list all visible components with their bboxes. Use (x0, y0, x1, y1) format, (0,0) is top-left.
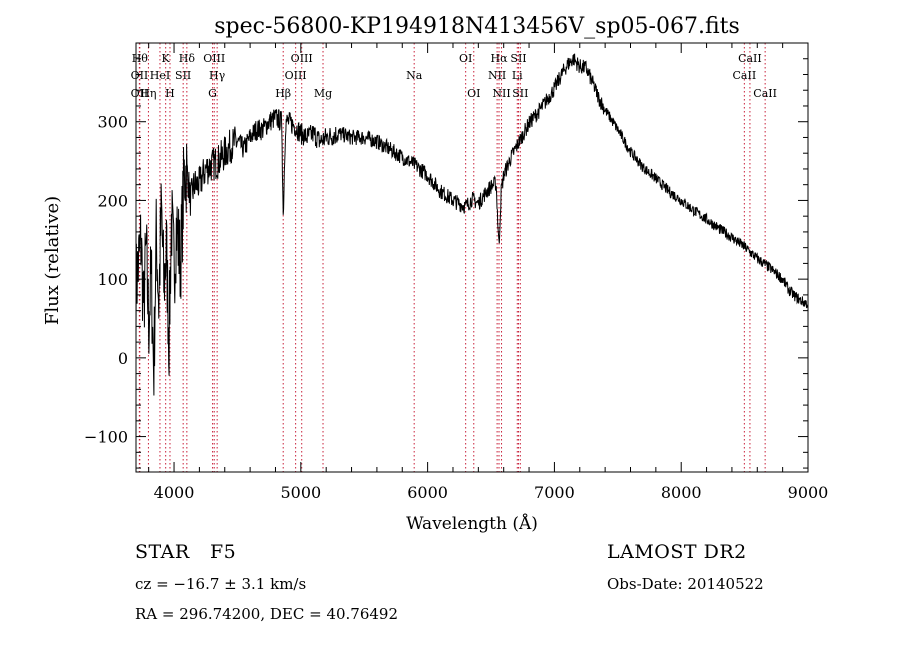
x-tick-label: 5000 (280, 483, 321, 502)
x-tick-label: 7000 (534, 483, 575, 502)
chart-title: spec-56800-KP194918N413456V_sp05-067.fit… (214, 14, 740, 39)
y-axis-label: Flux (relative) (42, 196, 63, 325)
line-marker-label: SII (512, 87, 528, 100)
line-marker-label: Hδ (179, 52, 196, 65)
line-marker-label: G (208, 87, 217, 100)
line-marker-label: OII (131, 69, 149, 82)
line-marker-label: OI (467, 87, 480, 100)
line-marker-label: Hθ (132, 52, 149, 65)
line-marker-label: CaII (733, 69, 757, 82)
observation-date: Obs-Date: 20140522 (607, 575, 764, 593)
line-marker-label: Na (406, 69, 423, 82)
spectral-line-markers (138, 43, 766, 472)
line-marker-label: K (162, 52, 171, 65)
object-subclass: F5 (210, 541, 237, 563)
line-marker-label: NII (488, 69, 506, 82)
line-marker-label: OIII (291, 52, 313, 65)
plot-frame (135, 42, 809, 473)
redshift-value: cz = −16.7 ± 3.1 km/s (135, 575, 307, 593)
line-marker-label: Li (512, 69, 523, 82)
y-tick-label: 300 (97, 113, 128, 132)
x-axis-label: Wavelength (Å) (406, 513, 538, 534)
x-tick-label: 4000 (154, 483, 195, 502)
line-marker-label: Hη (140, 87, 156, 100)
x-tick-label: 6000 (407, 483, 448, 502)
object-class: STAR (135, 541, 190, 563)
line-marker-label: CaII (738, 52, 762, 65)
line-marker-label: Hα (490, 52, 508, 65)
line-marker-label: SII (510, 52, 526, 65)
line-marker-label: H (165, 87, 175, 100)
line-marker-label: CaII (753, 87, 777, 100)
chart-axes: 4000 5000 6000 7000 8000 9000 −100 0 100 200 300 (84, 42, 829, 502)
line-marker-label: Mg (314, 87, 332, 100)
line-marker-label: SII (175, 69, 191, 82)
line-marker-label: OIII (285, 69, 307, 82)
x-tick-label: 8000 (661, 483, 702, 502)
sky-coordinates: RA = 296.74200, DEC = 40.76492 (135, 605, 399, 623)
survey-name: LAMOST DR2 (607, 541, 747, 563)
line-marker-label: Hβ (275, 87, 291, 100)
x-tick-label: 9000 (788, 483, 829, 502)
y-tick-label: 200 (97, 191, 128, 210)
line-marker-label: HeI (150, 69, 170, 82)
line-marker-label: OII (131, 87, 149, 100)
spectrum-plot (135, 53, 809, 396)
line-marker-label: Hγ (209, 69, 226, 82)
y-tick-label: 0 (118, 349, 128, 368)
y-tick-label: −100 (84, 428, 128, 447)
spectrum-line (135, 53, 809, 396)
y-tick-label: 100 (97, 270, 128, 289)
line-marker-label: NII (492, 87, 510, 100)
line-marker-label: OIII (203, 52, 225, 65)
line-marker-label: OI (459, 52, 472, 65)
